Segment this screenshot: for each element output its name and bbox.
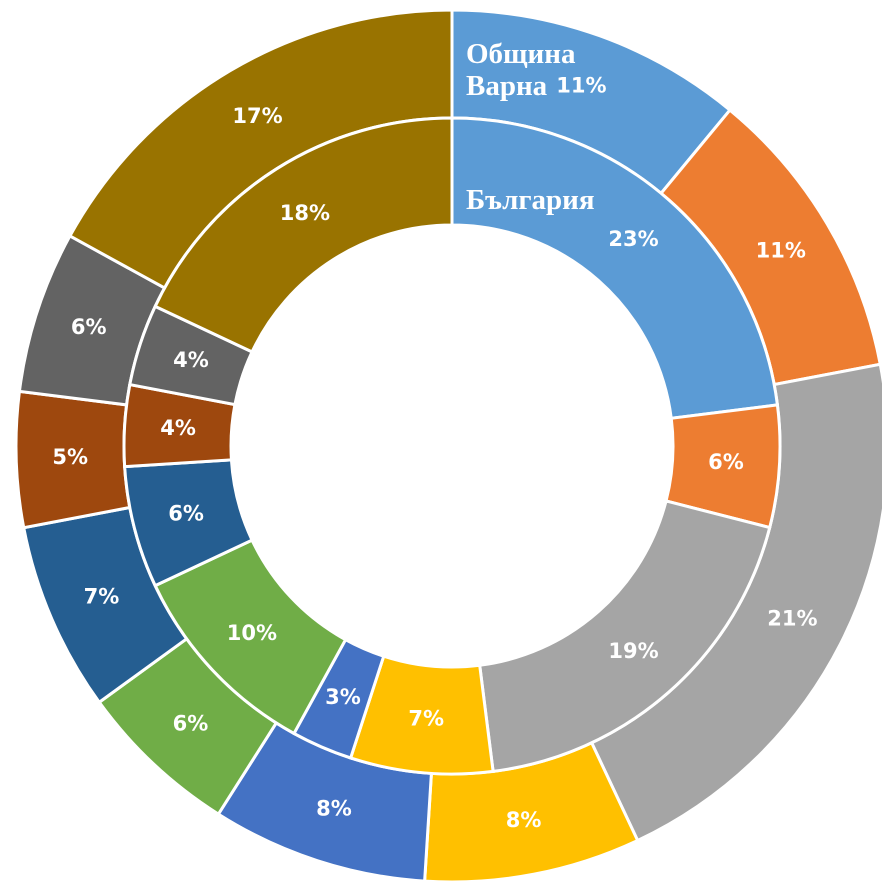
data-label: 6% (168, 501, 204, 525)
data-label: 8% (506, 808, 542, 832)
data-label: 11% (556, 74, 606, 98)
data-label: 6% (71, 315, 107, 339)
doughnut-slice (450, 116, 780, 420)
data-label: 5% (52, 445, 88, 469)
data-label: 11% (756, 239, 806, 263)
series-name: Община Варна (466, 38, 576, 102)
data-label: 10% (227, 621, 277, 645)
data-label: 18% (280, 201, 330, 225)
series-name: България (466, 184, 595, 216)
doughnut-slice (153, 116, 454, 354)
data-label: 7% (408, 706, 444, 730)
data-label: 19% (608, 639, 658, 663)
data-label: 4% (160, 416, 196, 440)
data-label: 6% (708, 450, 744, 474)
data-label: 6% (173, 711, 209, 735)
data-label: 3% (325, 685, 361, 709)
data-label: 17% (232, 104, 282, 128)
data-label: 21% (767, 606, 817, 630)
data-label: 4% (173, 348, 209, 372)
data-label: 8% (316, 796, 352, 820)
data-label: 7% (84, 585, 120, 609)
data-label: 23% (608, 227, 658, 251)
